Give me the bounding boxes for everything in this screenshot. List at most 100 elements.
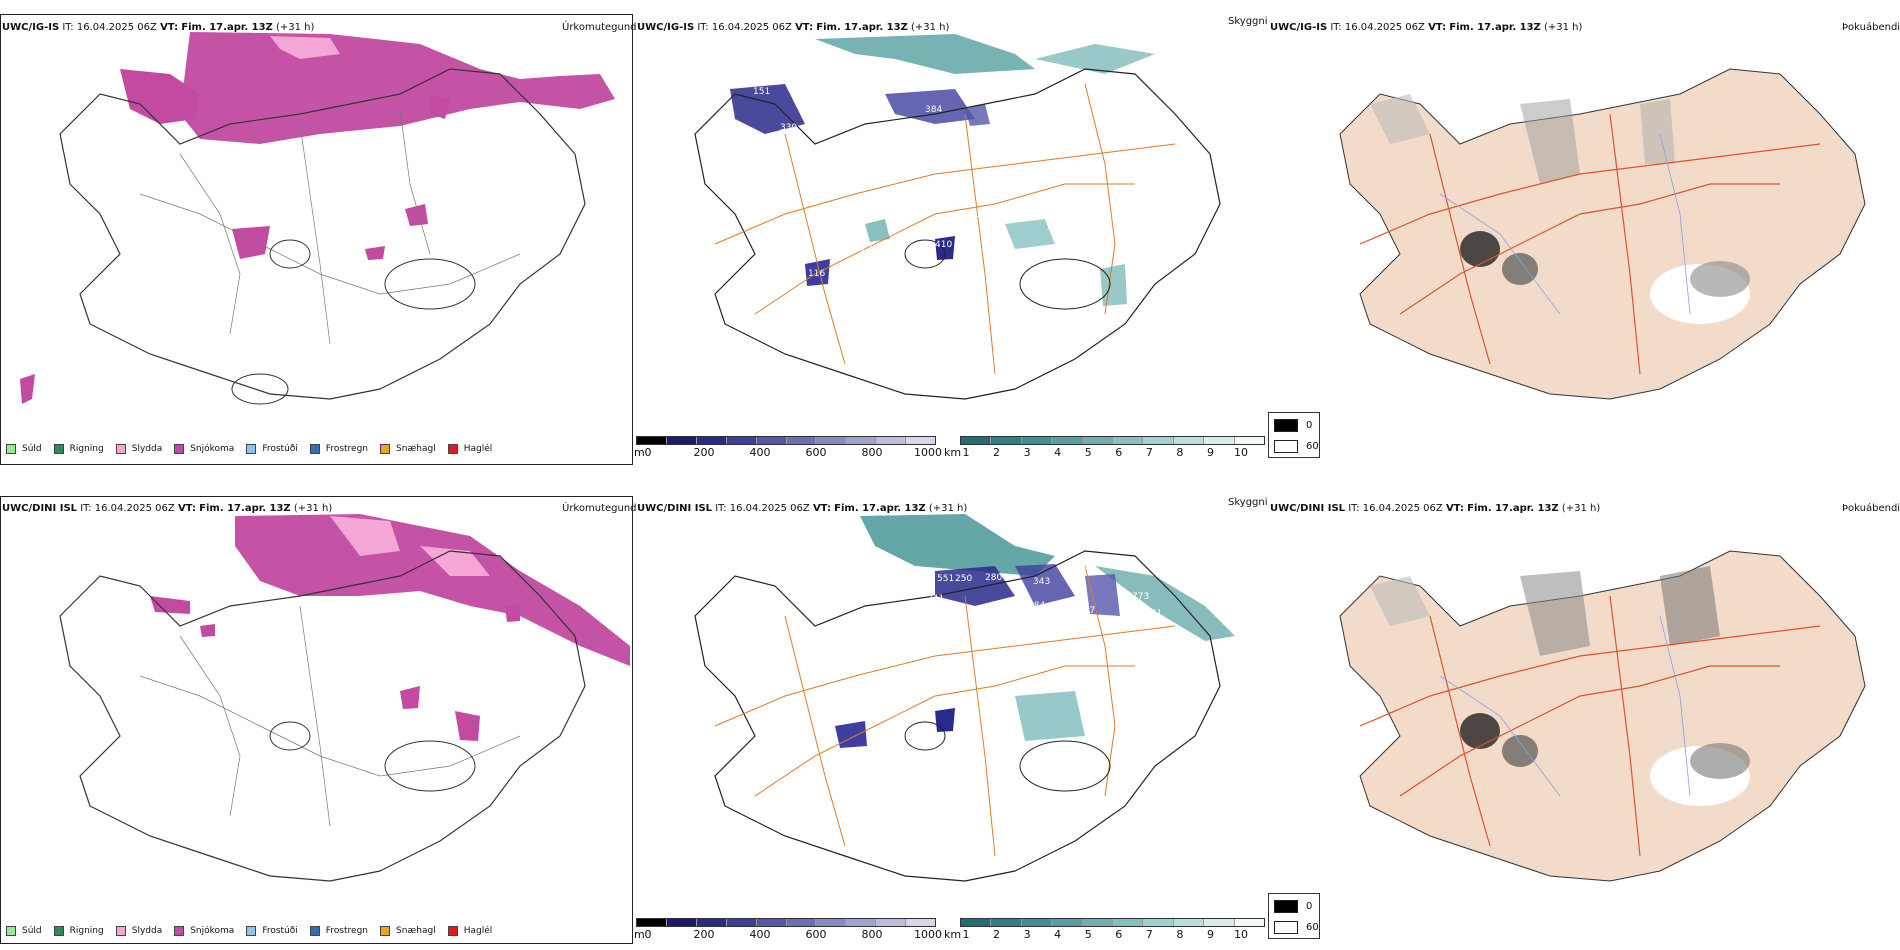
colorbar-cell	[876, 437, 907, 444]
panel-kind-cloud-bottom: Skyggni	[1228, 497, 1268, 508]
colorbar-cell	[846, 919, 877, 926]
colorbar-cell	[1113, 919, 1144, 926]
cloud-base-colorbar-bottom	[636, 918, 936, 927]
panel-kind-precip-top: Úrkomutegund	[562, 22, 637, 33]
colorbar-tick-label: 6	[1115, 446, 1123, 459]
panel-title-precip-top: UWC/IG-IS IT: 16.04.2025 06Z VT: Fim. 17…	[2, 22, 315, 33]
colorbar-cell	[1082, 919, 1114, 926]
legend-label: Haglél	[463, 444, 493, 454]
colorbar-tick-label: 8	[1176, 928, 1184, 941]
colorbar-cell	[1234, 437, 1265, 444]
colorbar-tick-label: 200	[693, 928, 715, 941]
value-label: 250	[955, 574, 972, 584]
colorbar-cell	[1143, 437, 1174, 444]
legend-label: Snjókoma	[190, 444, 235, 454]
panel-kind-fog-bottom: Þokuábendi	[1842, 503, 1900, 514]
legend-swatch	[309, 444, 320, 454]
legend-label: Súld	[22, 444, 42, 454]
colorbar-cell	[666, 919, 697, 926]
colorbar-tick-label: 200	[693, 446, 715, 459]
colorbar-cell	[637, 919, 667, 926]
legend-swatch	[380, 926, 391, 936]
legend-label: Frostúði	[262, 444, 298, 454]
value-label: 116	[808, 269, 825, 279]
colorbar-cell	[1052, 437, 1083, 444]
legend-swatch	[6, 444, 16, 454]
value-label: 305	[1070, 581, 1087, 591]
colorbar-cell	[726, 437, 757, 444]
legend-item: Rigning	[53, 926, 104, 936]
value-label: 422	[1075, 566, 1092, 576]
iceland-map-cloud-bottom: 551 250 280 343 422 305 241 484 167 773 …	[694, 514, 1235, 882]
legend-label: Snæhagl	[396, 444, 436, 454]
legend-label: Snæhagl	[396, 926, 436, 936]
legend-swatch	[246, 926, 257, 936]
value-label: 773	[1132, 592, 1149, 602]
colorbar-tick-label: 1	[962, 446, 970, 459]
legend-swatch	[309, 926, 320, 936]
colorbar-tick-label: 9	[1206, 446, 1214, 459]
cloud-panel-top: 151 339 384 270 225 223 116 227 410 310	[635, 14, 1275, 465]
value-label: 310	[996, 257, 1013, 267]
legend-item: Snjókoma	[174, 444, 234, 454]
colorbar-cell	[991, 437, 1022, 444]
panel-kind-precip-bottom: Úrkomutegund	[562, 503, 637, 514]
colorbar-cell	[786, 919, 817, 926]
colorbar-cell	[786, 437, 817, 444]
legend-label: Slydda	[131, 444, 163, 454]
colorbar-cell	[1113, 437, 1144, 444]
value-label: 251	[1145, 609, 1162, 619]
visibility-ticks-top: 1 2 3 4 5 6 7 8 9 10	[962, 446, 1256, 460]
colorbar-tick-label: 2	[993, 928, 1001, 941]
value-label: 280	[985, 573, 1002, 583]
colorbar-cell	[1173, 437, 1205, 444]
colorbar-cell	[816, 919, 847, 926]
value-label: 410	[935, 240, 952, 250]
colorbar-cell	[1204, 437, 1235, 444]
colorbar-cell	[696, 919, 727, 926]
value-label: 241	[927, 594, 944, 604]
legend-label: Frostregn	[325, 444, 369, 454]
legend-item: Snæhagl	[380, 444, 436, 454]
value-label: 551	[937, 574, 954, 584]
fog-legend-bottom-value: 60	[1306, 922, 1319, 933]
colorbar-cell	[726, 919, 757, 926]
legend-label: Haglél	[463, 926, 493, 936]
colorbar-tick-label: 10	[1234, 446, 1248, 459]
colorbar-cell	[637, 437, 667, 444]
colorbar-tick-label: 600	[805, 928, 827, 941]
legend-swatch	[246, 444, 257, 454]
colorbar-tick-label: 0	[644, 928, 652, 941]
colorbar-cell	[991, 919, 1022, 926]
colorbar-tick-label: 7	[1145, 446, 1153, 459]
value-label: 339	[780, 123, 797, 133]
fog-panel-top	[1280, 14, 1900, 434]
value-label: 167	[1078, 606, 1095, 616]
legend-item: Haglél	[447, 444, 493, 454]
panel-title-fog-bottom: UWC/DINI ISL IT: 16.04.2025 06Z VT: Fim.…	[1270, 503, 1601, 514]
legend-item: Snæhagl	[380, 926, 436, 936]
colorbar-cell	[756, 919, 787, 926]
colorbar-cell	[1021, 919, 1053, 926]
iceland-map-fog-top	[1339, 68, 1866, 400]
precip-legend-top: Súld Rigning Slydda Snjókoma Frostúði Frostre…	[0, 438, 498, 460]
panel-kind-cloud-top: Skyggni	[1228, 16, 1268, 27]
colorbar-tick-label: 1000	[914, 446, 942, 459]
iceland-map-precip-bottom	[59, 514, 630, 882]
colorbar-cell	[1204, 919, 1235, 926]
colorbar-tick-label: 400	[749, 928, 771, 941]
value-label: 223	[1047, 222, 1064, 232]
precip-panel-bottom: Súld Rigning Slydda Snjókoma Frostúði Frostre…	[0, 496, 633, 944]
colorbar-tick-label: 800	[861, 446, 883, 459]
legend-swatch	[447, 926, 458, 936]
colorbar-tick-label: 9	[1206, 928, 1214, 941]
colorbar-cell	[906, 919, 936, 926]
colorbar-tick-label: 3	[1023, 446, 1031, 459]
colorbar-cell	[696, 437, 727, 444]
colorbar-tick-label: 7	[1145, 928, 1153, 941]
colorbar-tick-label: 6	[1115, 928, 1123, 941]
colorbar-cell	[1052, 919, 1083, 926]
legend-item: Frostregn	[309, 926, 368, 936]
colorbar-tick-label: 600	[805, 446, 827, 459]
